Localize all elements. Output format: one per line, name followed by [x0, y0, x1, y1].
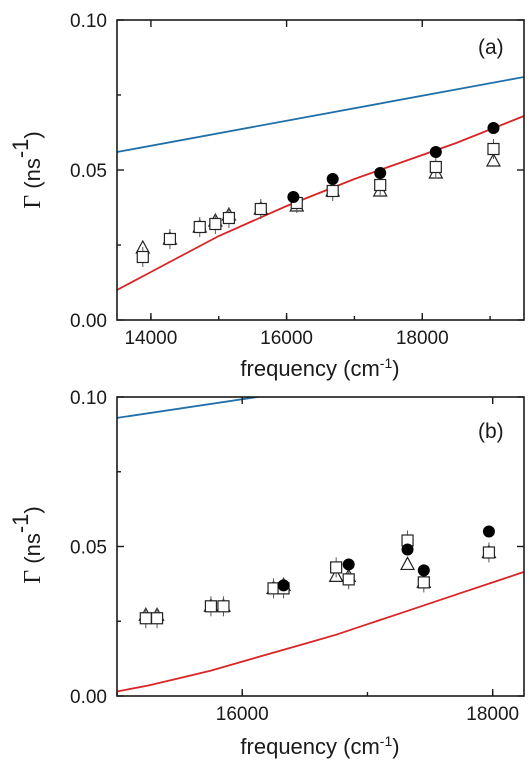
- circle-marker: [430, 146, 442, 158]
- circle-marker: [327, 173, 339, 185]
- plot-frame: [117, 20, 524, 320]
- chart-panel-b: 16000 18000 0.00 0.05 0.10 (b) frequency (cm…: [8, 388, 525, 759]
- axis-ticks: 16000 18000 0.00 0.05 0.10: [70, 388, 524, 725]
- y-tick-label: 0.10: [70, 11, 107, 32]
- square-marker: [343, 574, 354, 585]
- circle-marker: [483, 526, 495, 538]
- y-tick-label: 0.05: [70, 538, 107, 559]
- circle-marker: [278, 579, 290, 591]
- axis-ticks: 14000 16000 18000 0.00 0.05 0.10: [70, 11, 524, 349]
- circle-marker: [487, 122, 499, 134]
- square-marker: [375, 180, 386, 191]
- square-marker: [255, 204, 266, 215]
- panel-label: (b): [478, 420, 504, 443]
- square-marker: [331, 562, 342, 573]
- red-curve: [117, 572, 524, 692]
- y-tick-label: 0.05: [70, 161, 107, 182]
- square-marker: [137, 252, 148, 263]
- x-tick-label: 14000: [124, 328, 177, 349]
- square-marker: [210, 219, 221, 230]
- curve-layer: [117, 77, 524, 290]
- y-tick-label: 0.00: [70, 687, 107, 708]
- square-marker: [430, 162, 441, 173]
- square-marker: [140, 613, 151, 624]
- square-marker: [483, 547, 494, 558]
- y-tick-label: 0.00: [70, 311, 107, 332]
- panel-label: (a): [478, 36, 504, 59]
- x-tick-label: 16000: [260, 328, 313, 349]
- y-axis-title: Γ (ns-1): [8, 131, 47, 208]
- square-marker: [218, 601, 229, 612]
- x-tick-label: 16000: [216, 704, 269, 725]
- square-marker: [418, 577, 429, 588]
- x-axis-title: frequency (cm-1): [240, 355, 399, 381]
- red-curve: [117, 116, 524, 290]
- y-tick-label: 0.10: [70, 388, 107, 409]
- blue-curve: [117, 388, 317, 418]
- x-axis-title: frequency (cm-1): [240, 733, 399, 759]
- circle-marker: [343, 558, 355, 570]
- circle-marker: [418, 564, 430, 576]
- square-marker: [268, 583, 279, 594]
- points-layer: [136, 122, 500, 267]
- square-marker: [194, 222, 205, 233]
- square-marker: [223, 213, 234, 224]
- circle-marker: [402, 543, 414, 555]
- square-marker: [152, 613, 163, 624]
- plot-frame: [117, 397, 524, 696]
- curve-layer: [117, 388, 524, 692]
- square-marker: [488, 144, 499, 155]
- circle-marker: [287, 191, 299, 203]
- x-tick-label: 18000: [396, 328, 449, 349]
- x-tick-label: 18000: [466, 704, 519, 725]
- square-marker: [205, 601, 216, 612]
- points-layer: [139, 526, 495, 629]
- y-axis-title: Γ (ns-1): [8, 506, 47, 583]
- circle-marker: [374, 167, 386, 179]
- square-marker: [327, 186, 338, 197]
- triangle-marker: [401, 557, 414, 569]
- chart-panel-a: 14000 16000 18000 0.00 0.05 0.10 (a) frequenc…: [8, 11, 525, 381]
- square-marker: [164, 234, 175, 245]
